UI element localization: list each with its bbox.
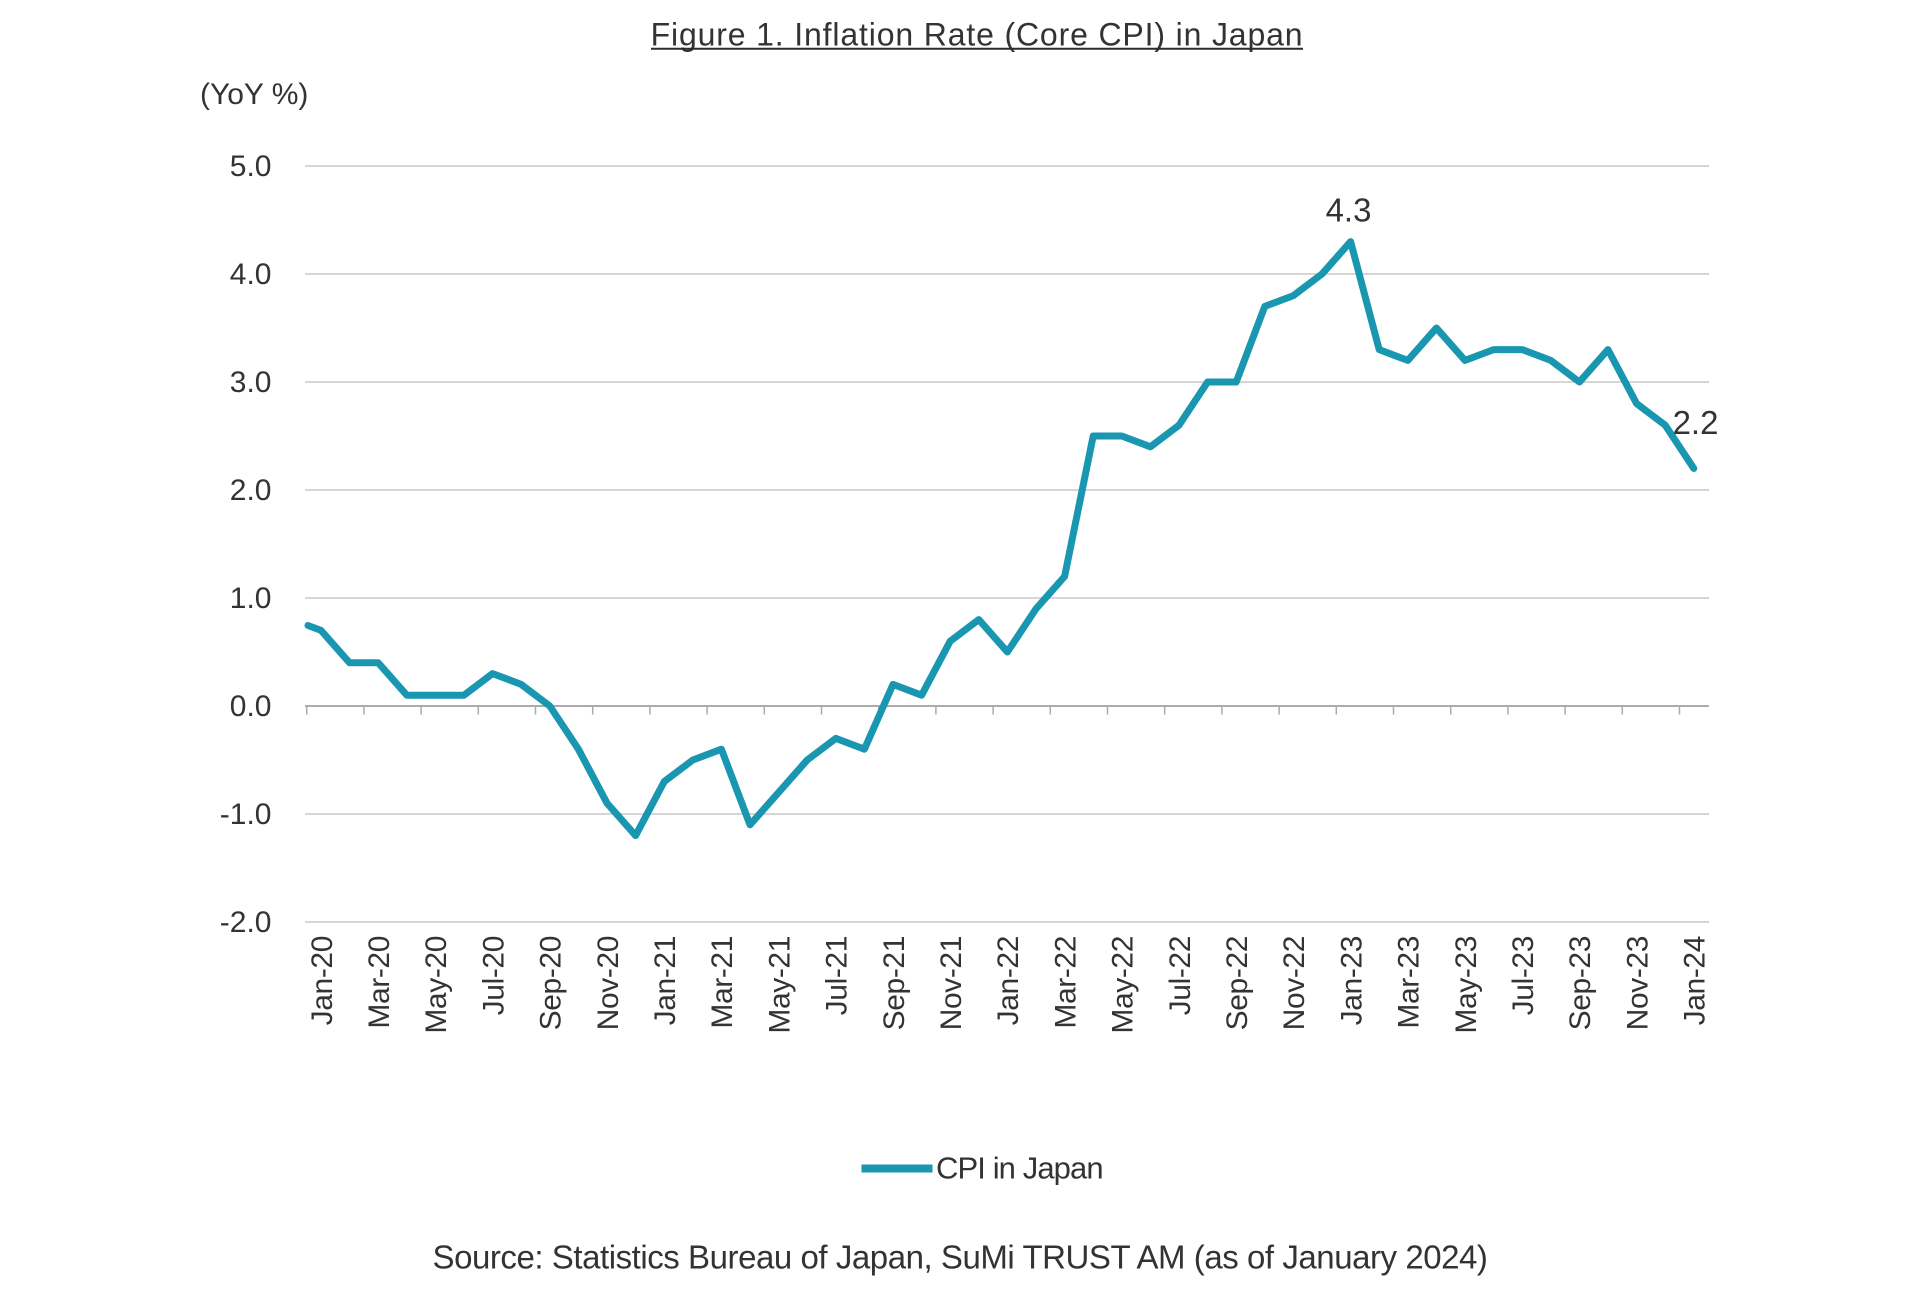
- svg-text:Jan-23: Jan-23: [1335, 936, 1368, 1025]
- svg-text:-2.0: -2.0: [220, 906, 272, 939]
- svg-text:Jan-21: Jan-21: [649, 936, 682, 1025]
- svg-text:3.0: 3.0: [230, 366, 272, 399]
- svg-text:May-22: May-22: [1107, 936, 1140, 1034]
- svg-text:4.0: 4.0: [230, 258, 272, 291]
- svg-text:4.3: 4.3: [1326, 191, 1372, 228]
- svg-text:CPI in Japan: CPI in Japan: [936, 1150, 1103, 1185]
- svg-text:Nov-23: Nov-23: [1621, 936, 1654, 1030]
- svg-text:Source: Statistics Bureau of J: Source: Statistics Bureau of Japan, SuMi…: [433, 1239, 1488, 1276]
- svg-text:May-21: May-21: [763, 936, 796, 1034]
- svg-text:Nov-22: Nov-22: [1278, 936, 1311, 1030]
- svg-text:Mar-20: Mar-20: [363, 936, 396, 1029]
- svg-text:Mar-21: Mar-21: [706, 936, 739, 1029]
- svg-text:Sep-20: Sep-20: [535, 936, 568, 1030]
- svg-text:Jul-21: Jul-21: [821, 936, 854, 1015]
- svg-text:5.0: 5.0: [230, 150, 272, 183]
- svg-text:Jul-23: Jul-23: [1507, 936, 1540, 1015]
- svg-text:Sep-22: Sep-22: [1221, 936, 1254, 1030]
- svg-text:Nov-20: Nov-20: [592, 936, 625, 1030]
- svg-text:Jul-22: Jul-22: [1164, 936, 1197, 1015]
- svg-text:1.0: 1.0: [230, 582, 272, 615]
- svg-text:Nov-21: Nov-21: [935, 936, 968, 1030]
- svg-text:(YoY %): (YoY %): [200, 78, 308, 111]
- svg-text:Sep-23: Sep-23: [1564, 936, 1597, 1030]
- svg-text:May-20: May-20: [420, 936, 453, 1034]
- svg-text:Jan-22: Jan-22: [992, 936, 1025, 1025]
- svg-text:2.2: 2.2: [1673, 404, 1719, 441]
- svg-text:-1.0: -1.0: [220, 798, 272, 831]
- svg-text:Mar-22: Mar-22: [1049, 936, 1082, 1029]
- svg-text:Jan-24: Jan-24: [1679, 936, 1712, 1025]
- svg-text:Figure 1. Inflation Rate (Core: Figure 1. Inflation Rate (Core CPI) in J…: [651, 17, 1304, 53]
- svg-text:Sep-21: Sep-21: [878, 936, 911, 1030]
- svg-text:Mar-23: Mar-23: [1393, 936, 1426, 1029]
- svg-text:0.0: 0.0: [230, 690, 272, 723]
- svg-text:Jan-20: Jan-20: [306, 936, 339, 1025]
- svg-text:May-23: May-23: [1450, 936, 1483, 1034]
- svg-text:2.0: 2.0: [230, 474, 272, 507]
- svg-text:Jul-20: Jul-20: [477, 936, 510, 1015]
